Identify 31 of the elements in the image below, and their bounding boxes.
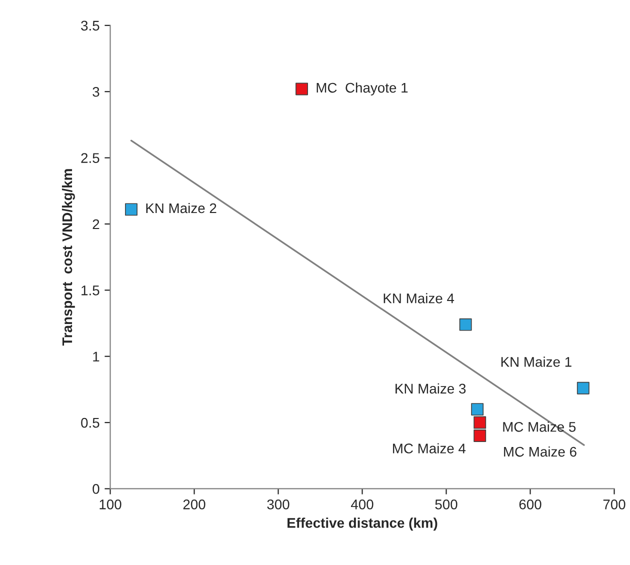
y-tick-label: 3 bbox=[92, 86, 100, 97]
annotation: KN Maize 2 bbox=[146, 202, 216, 214]
x-tick-label: 600 bbox=[519, 500, 542, 510]
y-axis-title: Transport cost VND/kg/km bbox=[62, 169, 75, 346]
y-tick-label: 0.5 bbox=[81, 418, 100, 428]
y-tick-label: 1 bbox=[93, 352, 100, 362]
annotation: KN Maize 3 bbox=[396, 383, 466, 394]
x-tick-label: 400 bbox=[350, 500, 374, 510]
y-tick-label: 3.5 bbox=[81, 20, 100, 31]
y-tick-label: 2 bbox=[92, 219, 100, 230]
x-tick-label: 300 bbox=[267, 500, 290, 510]
point bbox=[471, 403, 484, 416]
point bbox=[125, 203, 138, 216]
x-axis-title: Effective distance (km) bbox=[288, 518, 438, 531]
y-tick-label: 1.5 bbox=[82, 286, 100, 296]
annotation: KN Maize 4 bbox=[384, 293, 454, 304]
point bbox=[576, 382, 590, 394]
x-tick-label: 200 bbox=[183, 500, 206, 510]
x-tick-label: 500 bbox=[435, 500, 458, 510]
y-tick-label: 2.5 bbox=[81, 153, 100, 163]
annotation: MC Maize 6 bbox=[504, 446, 576, 457]
y-tick-label: 0 bbox=[92, 484, 100, 494]
annotation: MC Chayote 1 bbox=[316, 82, 408, 96]
x-tick-label: 100 bbox=[100, 500, 122, 510]
point bbox=[296, 82, 308, 96]
point bbox=[459, 318, 472, 331]
annotation: KN Maize 1 bbox=[501, 356, 572, 367]
annotation: MC Maize 4 bbox=[393, 443, 466, 454]
x-tick-label: 700 bbox=[603, 500, 626, 510]
point bbox=[474, 416, 486, 429]
point bbox=[474, 430, 486, 442]
